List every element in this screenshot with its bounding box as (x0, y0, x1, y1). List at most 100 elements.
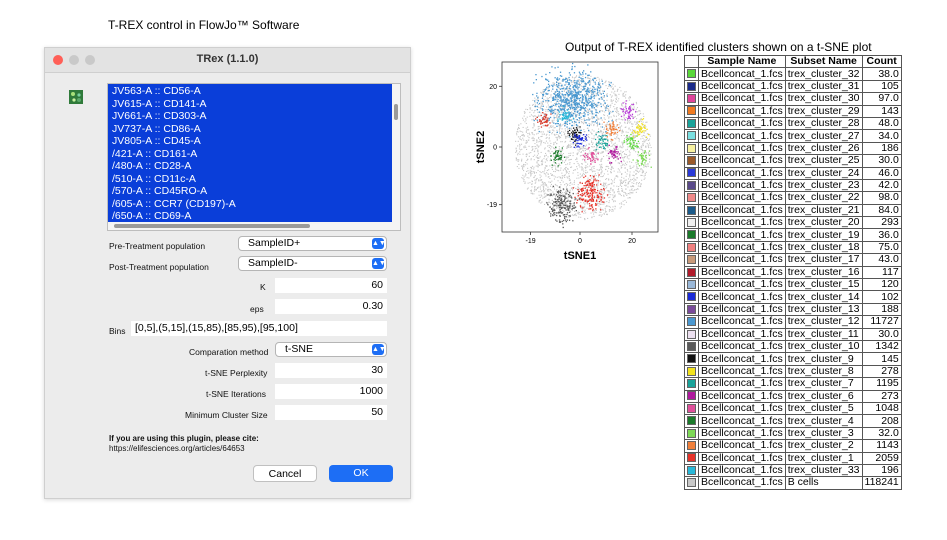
background-cell-point (622, 200, 624, 202)
background-cell-point (591, 146, 593, 148)
bins-input[interactable]: [0,5],(5,15],(15,85),[85,95),[95,100] (131, 321, 387, 336)
background-cell-point (609, 104, 611, 106)
cluster-point (567, 108, 570, 110)
parameter-item[interactable]: /650-A :: CD69-A (112, 210, 192, 222)
cluster-point (584, 109, 586, 111)
tsne-perplexity-input[interactable]: 30 (275, 363, 387, 378)
cluster-point (562, 118, 564, 120)
cluster-point (554, 113, 556, 115)
cluster-point (567, 102, 569, 105)
cluster-point (568, 211, 571, 213)
k-input[interactable]: 60 (275, 278, 387, 293)
parameter-item[interactable]: /510-A :: CD11c-A (112, 172, 196, 185)
cluster-point (643, 126, 645, 128)
background-cell-point (624, 126, 626, 128)
background-cell-point (642, 170, 644, 172)
zoom-window-button[interactable] (85, 55, 95, 65)
background-cell-point (636, 125, 638, 127)
parameter-item[interactable]: /605-A :: CCR7 (CD197)-A (112, 197, 236, 210)
parameter-list[interactable]: JV563-A :: CD56-A JV615-A :: CD141-A JV6… (107, 83, 401, 231)
cluster-point (561, 109, 563, 111)
background-cell-point (553, 186, 555, 188)
background-cell-point (600, 176, 602, 178)
parameter-item[interactable]: JV737-A :: CD86-A (112, 122, 201, 135)
cluster-point (598, 139, 601, 141)
parameter-item[interactable]: JV563-A :: CD56-A (112, 85, 201, 97)
comparation-method-select[interactable]: t-SNE ▲▼ (275, 342, 387, 357)
background-cell-point (529, 111, 531, 113)
cluster-point (562, 79, 564, 81)
parameter-item[interactable]: JV615-A :: CD141-A (112, 97, 207, 110)
background-cell-point (577, 127, 579, 129)
cluster-point (607, 132, 609, 134)
cluster-point (566, 116, 568, 118)
cluster-point (582, 80, 584, 83)
cluster-point (588, 129, 590, 132)
cluster-point (570, 92, 572, 94)
background-cell-point (628, 120, 630, 122)
background-cell-point (537, 149, 539, 151)
cluster-point (564, 104, 566, 106)
background-cell-point (558, 186, 560, 188)
color-swatch (687, 403, 696, 413)
cluster-point (592, 105, 594, 107)
background-cell-point (548, 198, 550, 200)
cluster-point (604, 138, 606, 141)
cluster-point (609, 124, 612, 126)
parameter-item[interactable]: JV805-A :: CD45-A (112, 135, 201, 147)
parameter-item[interactable]: /570-A :: CD45RO-A (112, 185, 208, 197)
background-cell-point (625, 131, 627, 133)
background-cell-point (567, 135, 569, 137)
horizontal-scroll-thumb[interactable] (114, 224, 310, 228)
post-treatment-select[interactable]: SampleID- ▲▼ (238, 256, 387, 271)
vertical-scroll-thumb[interactable] (394, 104, 398, 120)
minimize-window-button[interactable] (69, 55, 79, 65)
pre-treatment-select[interactable]: SampleID+ ▲▼ (238, 236, 387, 251)
cluster-point (604, 134, 606, 136)
cluster-point (556, 81, 558, 83)
tsne-iterations-input[interactable]: 1000 (275, 384, 387, 399)
cluster-point (556, 103, 558, 105)
background-cell-point (612, 83, 614, 85)
parameter-item[interactable]: /480-A :: CD28-A (112, 160, 192, 172)
background-cell-point (576, 141, 578, 143)
background-cell-point (601, 151, 603, 153)
parameter-item[interactable]: JV661-A :: CD303-A (112, 110, 207, 122)
background-cell-point (633, 182, 635, 184)
parameter-item[interactable]: /421-A :: CD161-A (112, 147, 198, 160)
eps-input[interactable]: 0.30 (275, 299, 387, 314)
background-cell-point (518, 124, 520, 126)
cluster-point (575, 108, 577, 111)
cluster-point (599, 138, 602, 140)
background-cell-point (606, 165, 608, 167)
background-cell-point (558, 204, 560, 206)
cite-link[interactable]: https://elifesciences.org/articles/64653 (109, 444, 245, 453)
close-window-button[interactable] (53, 55, 63, 65)
cluster-point (572, 187, 574, 189)
cluster-point (575, 123, 578, 126)
cluster-point (561, 220, 563, 223)
background-cell-point (615, 126, 617, 128)
cluster-point (552, 214, 554, 217)
cluster-point (560, 103, 562, 105)
cluster-point (603, 138, 605, 140)
background-cell-point (538, 146, 540, 148)
background-cell-point (583, 170, 585, 172)
cluster-point (578, 190, 580, 193)
sample-name-cell: Bcellconcat_1.fcs (698, 278, 786, 292)
min-cluster-size-input[interactable]: 50 (275, 405, 387, 420)
horizontal-scrollbar[interactable] (108, 222, 400, 230)
background-cell-point (543, 196, 545, 198)
cluster-point (613, 154, 616, 157)
cluster-point (589, 194, 591, 196)
background-cell-point (622, 151, 624, 153)
background-cell-point (556, 185, 558, 187)
cancel-button[interactable]: Cancel (253, 465, 317, 482)
background-cell-point (573, 93, 575, 95)
background-cell-point (626, 119, 628, 121)
background-cell-point (595, 212, 597, 214)
vertical-scrollbar[interactable] (392, 84, 400, 224)
background-cell-point (544, 169, 546, 171)
ok-button[interactable]: OK (329, 465, 393, 482)
background-cell-point (636, 121, 638, 123)
